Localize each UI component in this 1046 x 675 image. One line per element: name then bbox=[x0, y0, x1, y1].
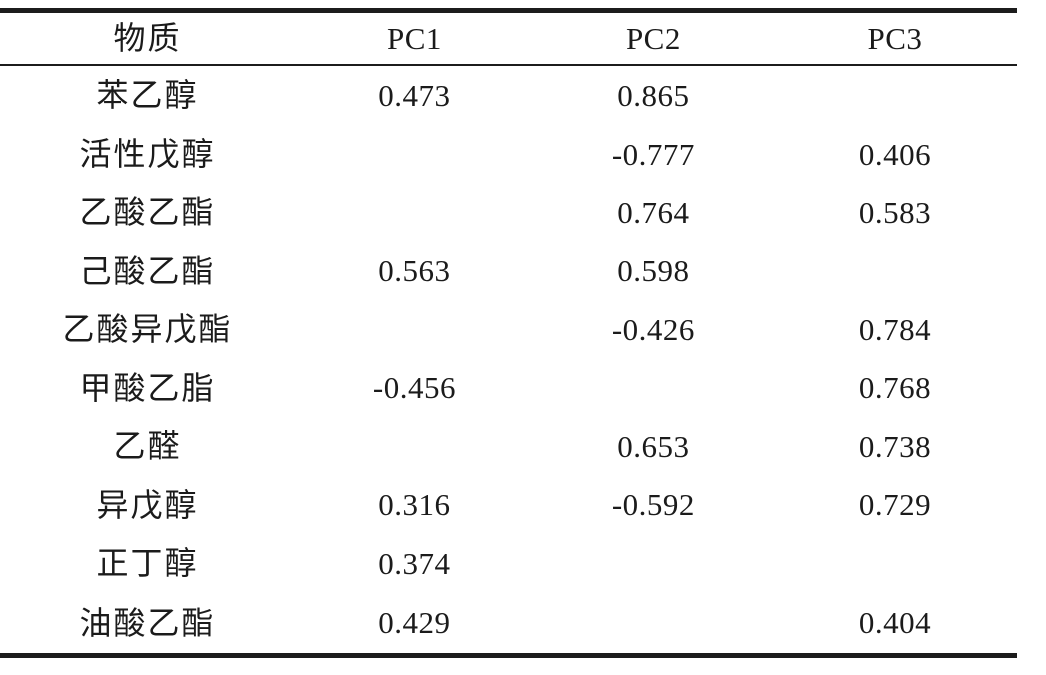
table-row: 己酸乙酯 0.563 0.598 bbox=[0, 242, 1017, 300]
table-row: 活性戊醇 -0.777 0.406 bbox=[0, 125, 1017, 183]
pc2-cell: -0.777 bbox=[611, 136, 695, 172]
table-row: 乙醛 0.653 0.738 bbox=[0, 417, 1017, 475]
pc3-cell: 0.406 bbox=[858, 136, 932, 172]
table-row: 异戊醇 0.316 -0.592 0.729 bbox=[0, 476, 1017, 534]
pc3-cell: 0.738 bbox=[858, 428, 932, 464]
pc3-cell: 0.404 bbox=[858, 605, 932, 641]
table-row: 苯乙醇 0.473 0.865 bbox=[0, 65, 1017, 125]
substance-cell: 己酸乙酯 bbox=[79, 252, 216, 289]
pc2-column-header: PC2 bbox=[625, 20, 681, 56]
pc2-cell bbox=[534, 592, 773, 655]
table-row: 乙酸乙酯 0.764 0.583 bbox=[0, 183, 1017, 241]
table-row: 油酸乙酯 0.429 0.404 bbox=[0, 592, 1017, 655]
pc3-cell: 0.729 bbox=[858, 487, 932, 523]
pc3-cell bbox=[773, 534, 1017, 592]
substance-cell: 乙酸异戊酯 bbox=[62, 311, 233, 348]
pc1-cell: 0.316 bbox=[378, 487, 451, 523]
pc1-column-header: PC1 bbox=[386, 20, 442, 56]
pc1-cell bbox=[295, 300, 534, 358]
pc3-cell bbox=[773, 242, 1017, 300]
pca-loading-table: 物质 PC1 PC2 PC3 苯乙醇 0.473 0.865 活性戊醇 -0.7… bbox=[0, 8, 1017, 658]
pc1-cell: 0.374 bbox=[378, 545, 451, 581]
substance-cell: 甲酸乙脂 bbox=[79, 369, 216, 406]
pca-loading-table-container: 物质 PC1 PC2 PC3 苯乙醇 0.473 0.865 活性戊醇 -0.7… bbox=[0, 8, 1017, 658]
pc1-cell: -0.456 bbox=[372, 370, 456, 406]
pc2-cell: 0.598 bbox=[617, 253, 690, 289]
pc2-cell: 0.865 bbox=[617, 77, 690, 113]
pc1-cell bbox=[295, 183, 534, 241]
substance-cell: 活性戊醇 bbox=[79, 136, 216, 172]
table-body: 苯乙醇 0.473 0.865 活性戊醇 -0.777 0.406 乙酸乙酯 0… bbox=[0, 65, 1017, 656]
pc1-cell bbox=[295, 417, 534, 475]
pc1-cell: 0.429 bbox=[378, 605, 451, 641]
pc3-cell: 0.784 bbox=[858, 311, 932, 347]
pc3-cell: 0.583 bbox=[858, 194, 932, 230]
table-row: 正丁醇 0.374 bbox=[0, 534, 1017, 592]
header-row: 物质 PC1 PC2 PC3 bbox=[0, 11, 1017, 65]
pc2-cell: -0.426 bbox=[611, 311, 695, 347]
pc3-cell: 0.768 bbox=[858, 370, 932, 406]
substance-cell: 异戊醇 bbox=[96, 486, 199, 523]
pc2-cell: -0.592 bbox=[611, 487, 695, 523]
substance-cell: 苯乙醇 bbox=[96, 77, 199, 114]
substance-cell: 正丁醇 bbox=[96, 545, 199, 582]
table-row: 甲酸乙脂 -0.456 0.768 bbox=[0, 359, 1017, 417]
substance-cell: 乙酸乙酯 bbox=[79, 194, 216, 231]
substance-cell: 油酸乙酯 bbox=[79, 604, 216, 641]
substance-cell: 乙醛 bbox=[113, 428, 182, 465]
substance-column-header: 物质 bbox=[113, 20, 182, 57]
pc2-cell bbox=[534, 534, 773, 592]
pc2-cell: 0.764 bbox=[617, 194, 690, 230]
table-header: 物质 PC1 PC2 PC3 bbox=[0, 11, 1017, 65]
pc1-cell: 0.473 bbox=[378, 77, 451, 113]
pc3-cell bbox=[773, 65, 1017, 125]
table-row: 乙酸异戊酯 -0.426 0.784 bbox=[0, 300, 1017, 358]
pc2-cell: 0.653 bbox=[617, 428, 690, 464]
pc1-cell bbox=[295, 125, 534, 183]
pc3-column-header: PC3 bbox=[867, 20, 923, 56]
pc2-cell bbox=[534, 359, 773, 417]
pc1-cell: 0.563 bbox=[378, 253, 451, 289]
